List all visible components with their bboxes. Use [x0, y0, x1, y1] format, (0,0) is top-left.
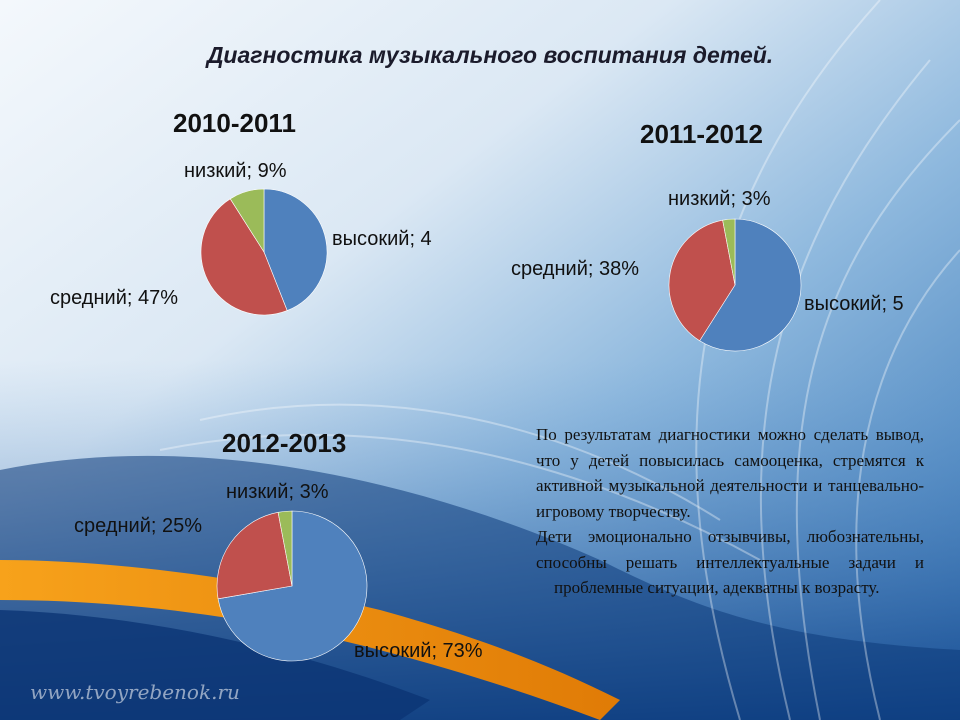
slice-label-mid-2012-2013: средний; 25% [74, 515, 203, 537]
chart-title-2012-2013: 2012-2013 [222, 428, 347, 458]
conclusion-paragraph-2: Дети эмоционально отзывчивы, любознатель… [536, 527, 924, 572]
pie-slice-2-высокий [217, 510, 368, 662]
slice-label-mid-2011-2012: средний; 38% [511, 258, 640, 280]
pie-slice-1-низкий [722, 218, 736, 286]
pie-chart-2012-2013 [216, 510, 368, 662]
pie-chart-2010-2011 [200, 188, 328, 316]
slice-label-high-2012-2013: высокий; 73% [354, 640, 483, 662]
slice-label-low-2011-2012: низкий; 3% [668, 188, 771, 210]
conclusion-text: По результатам диагностики можно сделать… [536, 422, 924, 601]
pie-slice-1-высокий [699, 218, 802, 352]
chart-title-2010-2011: 2010-2011 [173, 108, 296, 138]
slice-label-high-2010-2011: высокий; 4 [332, 228, 432, 250]
pie-slice-2-средний [216, 511, 293, 600]
slice-label-low-2012-2013: низкий; 3% [226, 481, 329, 503]
pie-slice-0-высокий [263, 188, 328, 311]
watermark: www.tvoyrebenok.ru [30, 680, 240, 704]
slice-label-mid-2010-2011: средний; 47% [50, 287, 179, 309]
conclusion-paragraph-1: По результатам диагностики можно сделать… [536, 425, 924, 521]
pie-slice-2-низкий [277, 510, 293, 587]
pie-slice-1-средний [668, 219, 736, 342]
pie-slice-0-низкий [229, 188, 265, 254]
conclusion-paragraph-3: проблемные ситуации, адекватны к возраст… [554, 578, 880, 597]
pie-slice-0-средний [200, 198, 288, 316]
slice-label-low-2010-2011: низкий; 9% [184, 160, 287, 182]
pie-chart-2011-2012 [668, 218, 802, 352]
slice-label-high-2011-2012: высокий; 5 [804, 293, 904, 315]
page-title: Диагностика музыкального воспитания дете… [206, 42, 774, 68]
chart-title-2011-2012: 2011-2012 [640, 119, 763, 149]
